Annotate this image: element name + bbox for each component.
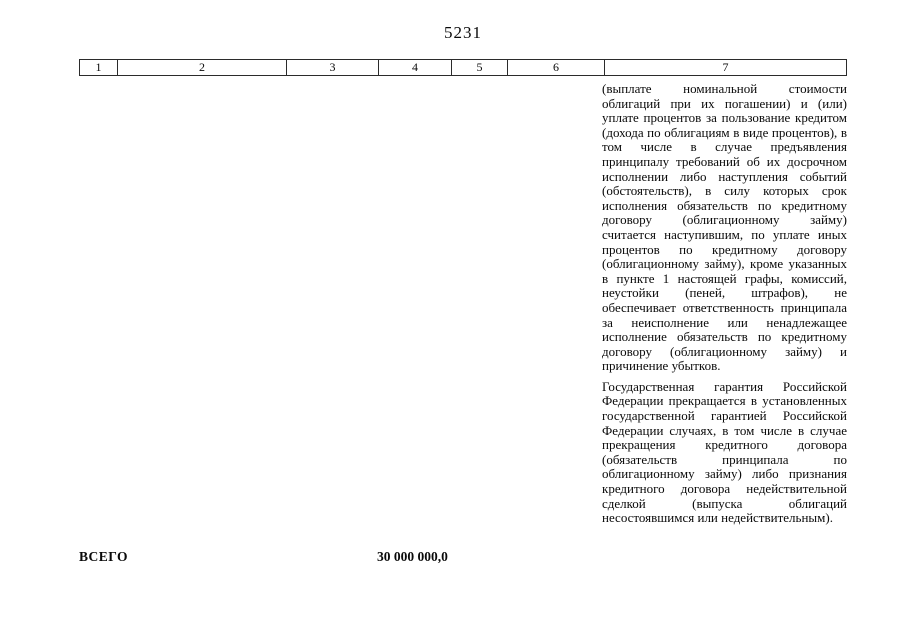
- paragraph-guarantee-scope: (выплате номинальной стоимости облигаций…: [602, 81, 847, 374]
- page-number: 5231: [444, 23, 482, 42]
- column-header-1: 1: [95, 60, 102, 74]
- column7-text-block: (выплате номинальной стоимости облигаций…: [602, 81, 847, 526]
- column-header-2: 2: [117, 60, 286, 75]
- column-header-6: 6: [507, 60, 604, 75]
- column-header-4: 4: [378, 60, 451, 75]
- paragraph-guarantee-termination: Государственная гарантия Российской Феде…: [602, 378, 847, 526]
- column-header-3: 3: [286, 60, 378, 75]
- total-value: 30 000 000,0: [377, 549, 448, 564]
- column-header-7: 7: [604, 60, 846, 75]
- column-header-5: 5: [451, 60, 507, 75]
- table-header-row: 1 2 3 4 5 6 7: [79, 59, 847, 76]
- total-label: ВСЕГО: [79, 549, 129, 564]
